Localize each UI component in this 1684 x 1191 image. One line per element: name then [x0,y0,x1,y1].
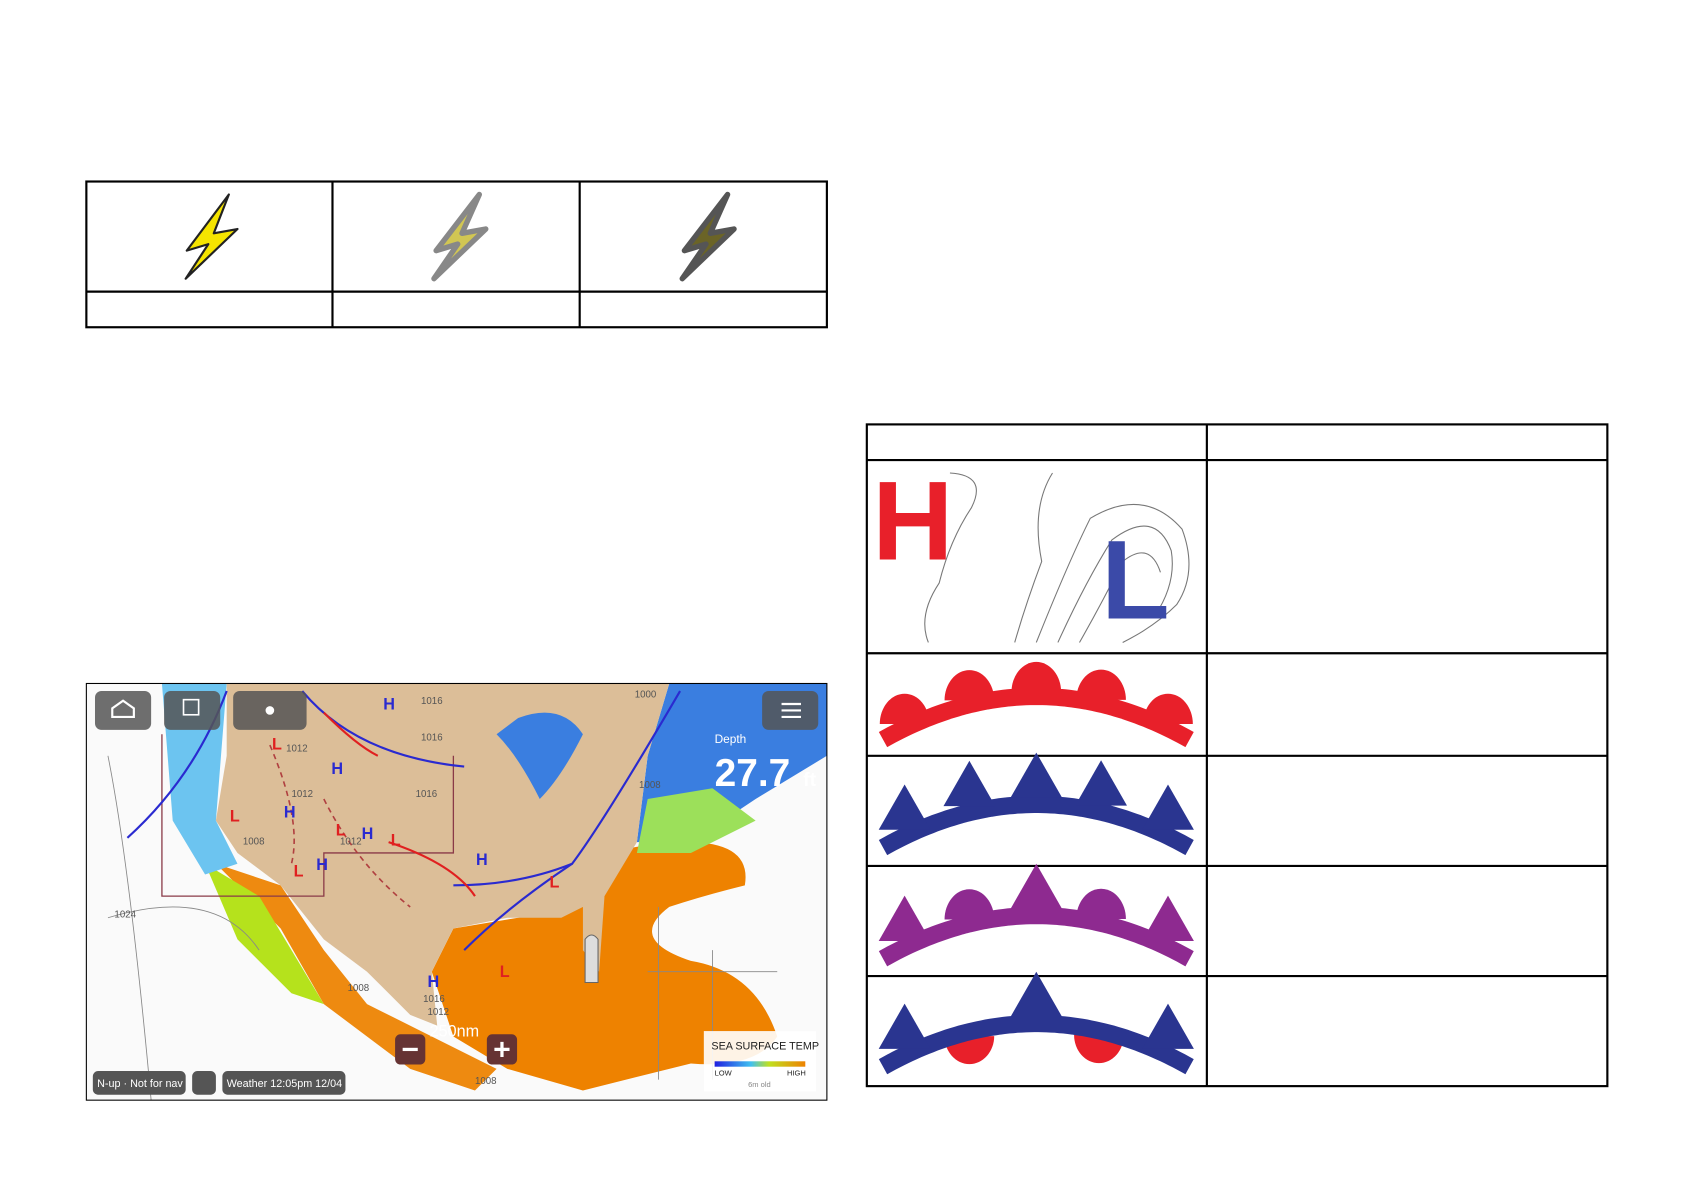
waypoint-button[interactable] [164,691,221,730]
front-symbols [878,661,1194,1075]
isobar-label: 1012 [286,743,308,754]
front-line [878,687,1194,748]
isobar-label: 1008 [348,983,370,994]
signal-button[interactable] [192,1071,216,1095]
pressure-center: H [316,856,328,874]
pressure-center: L [230,808,240,826]
home-icon [111,699,135,719]
front-semicircle [1076,888,1126,919]
menu-icon [781,702,801,719]
pressure-center: L [336,822,346,840]
pressure-center: L [294,863,304,881]
front-triangle [1075,760,1127,806]
front-triangle [1142,895,1194,941]
depth-unit: ft [803,769,816,791]
front-triangle [878,1003,931,1049]
pressure-center: H [362,825,374,843]
isobar-label: 1008 [475,1076,497,1087]
pressure-center: H [284,803,296,821]
sst-high: HIGH [787,1068,806,1077]
waypoint-icon [182,698,200,716]
sst-low: LOW [715,1068,733,1077]
sst-age: 6m old [748,1080,771,1089]
pressure-center: L [549,874,559,892]
isobar-lines [924,472,1190,643]
sst-gradient [714,1061,806,1067]
zoom-in-icon [494,1041,510,1057]
isobar-label: 1016 [416,789,438,800]
lightning-icon [184,191,737,282]
front-line [878,906,1194,967]
home-button[interactable] [94,691,152,730]
isobar-label: 1016 [423,994,445,1005]
front-semicircle [1011,661,1062,693]
isobar-label: 1016 [421,696,443,707]
pressure-center: H [427,973,439,991]
front-semicircle [944,889,995,920]
sst-title: SEA SURFACE TEMP [711,1040,819,1052]
isobar-label: 1012 [291,789,313,800]
depth-label: Depth [715,732,747,746]
depth-value: 27.7 [715,752,791,795]
isobar-label: 1024 [114,910,136,921]
isobar-label: 1008 [639,780,661,791]
isobar-label: 1016 [421,733,443,744]
weather-map: Depth 27.7 ft 250nm N-up · Not for nav W… [85,682,828,1101]
front-semicircle [879,693,930,724]
pressure-center: L [391,831,401,849]
map-buttons[interactable] [92,691,819,1095]
front-triangle [1142,784,1194,830]
front-semicircle [944,670,995,701]
symbols-table [865,423,1609,1088]
pressure-center: H [476,851,488,869]
lightning-table [85,180,828,329]
low-pressure-symbol: L [1101,517,1170,643]
pressure-center: H [331,760,343,778]
isobar-label: 1000 [635,690,657,701]
orientation-button[interactable] [92,1071,186,1095]
map-border [85,682,828,1101]
pressure-center: L [500,963,510,981]
front-triangle [878,784,931,830]
isobar-label: 1012 [340,836,362,847]
orientation-label: N-up · Not for nav [97,1078,183,1090]
weather-time-button[interactable] [222,1071,346,1095]
front-triangle [1010,863,1063,910]
front-semicircle [1143,693,1193,724]
front-triangle [878,895,931,941]
isobar-label: 1008 [243,836,265,847]
pressure-center: H [383,695,395,713]
weather-time-label: Weather 12:05pm 12/04 [227,1078,342,1090]
locate-icon [265,706,275,715]
front-triangle [1142,1003,1194,1049]
pressure-center: L [272,735,282,753]
high-pressure-symbol: H [872,457,953,583]
front-line [878,1014,1194,1075]
isobar-label: 1012 [427,1007,449,1018]
scale-label: 250nm [430,1022,480,1040]
front-triangle [943,760,996,807]
front-semicircle [1076,669,1126,700]
front-triangle [1010,971,1063,1018]
front-triangle [1010,752,1063,798]
front-line [878,795,1194,856]
